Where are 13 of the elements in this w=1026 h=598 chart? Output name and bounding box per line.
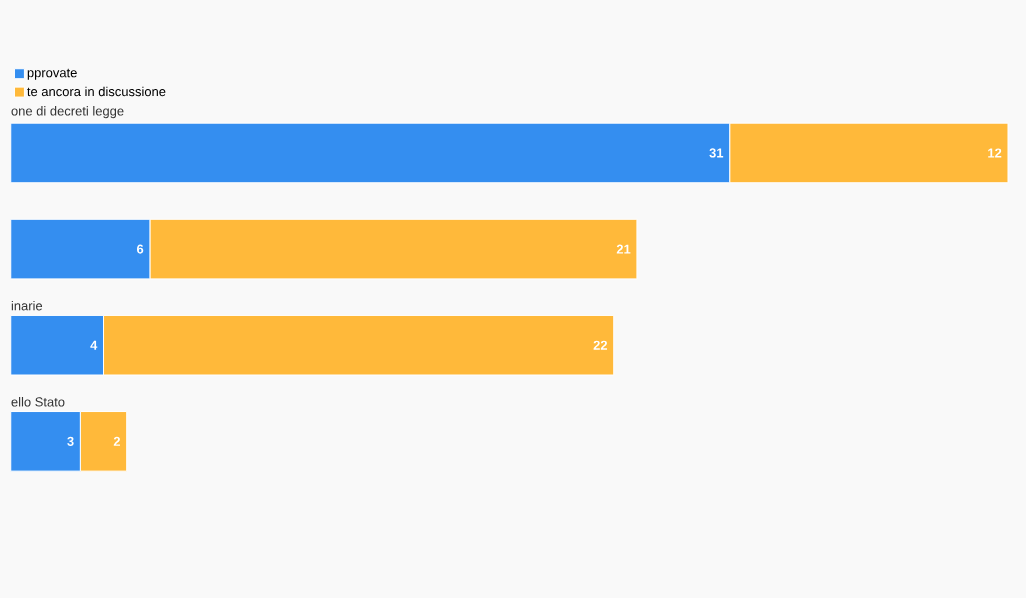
y-tick-label: one di decreti legge — [11, 105, 124, 118]
data-label: 21 — [616, 244, 631, 254]
legend-label: pprovate — [27, 68, 77, 80]
y-tick-label: ello Stato — [11, 396, 65, 407]
data-label: 6 — [136, 244, 144, 254]
legend-label: te ancora in discussione — [27, 86, 166, 96]
data-label: 2 — [113, 436, 121, 446]
data-label: 31 — [709, 148, 724, 158]
data-label: 22 — [593, 340, 608, 350]
data-label: 12 — [988, 148, 1002, 158]
data-label: 3 — [67, 436, 74, 446]
data-label: 4 — [90, 340, 98, 350]
y-tick-label: inarie — [11, 300, 43, 311]
